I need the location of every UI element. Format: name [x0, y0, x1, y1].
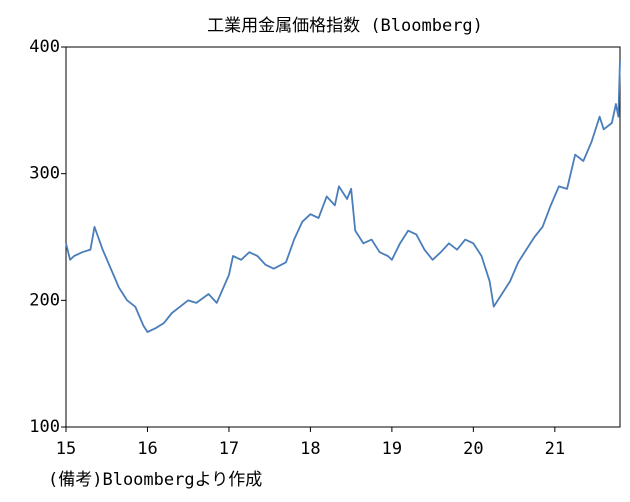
- x-tick-label: 21: [545, 439, 565, 459]
- x-tick-label: 17: [219, 439, 239, 459]
- x-tick-label: 15: [56, 439, 76, 459]
- x-tick-label: 16: [137, 439, 157, 459]
- x-tick-label: 18: [300, 439, 320, 459]
- chart-title: 工業用金属価格指数 (Bloomberg): [207, 16, 483, 36]
- y-tick-label: 200: [29, 290, 60, 310]
- x-tick-label: 19: [382, 439, 402, 459]
- y-tick-label: 100: [29, 417, 60, 437]
- plot-frame: [65, 46, 621, 428]
- line-series: [65, 59, 621, 333]
- note: (備考)Bloombergより作成: [48, 470, 262, 490]
- y-tick-label: 300: [29, 164, 60, 184]
- x-tick-label: 20: [463, 439, 483, 459]
- y-tick-label: 400: [29, 37, 60, 57]
